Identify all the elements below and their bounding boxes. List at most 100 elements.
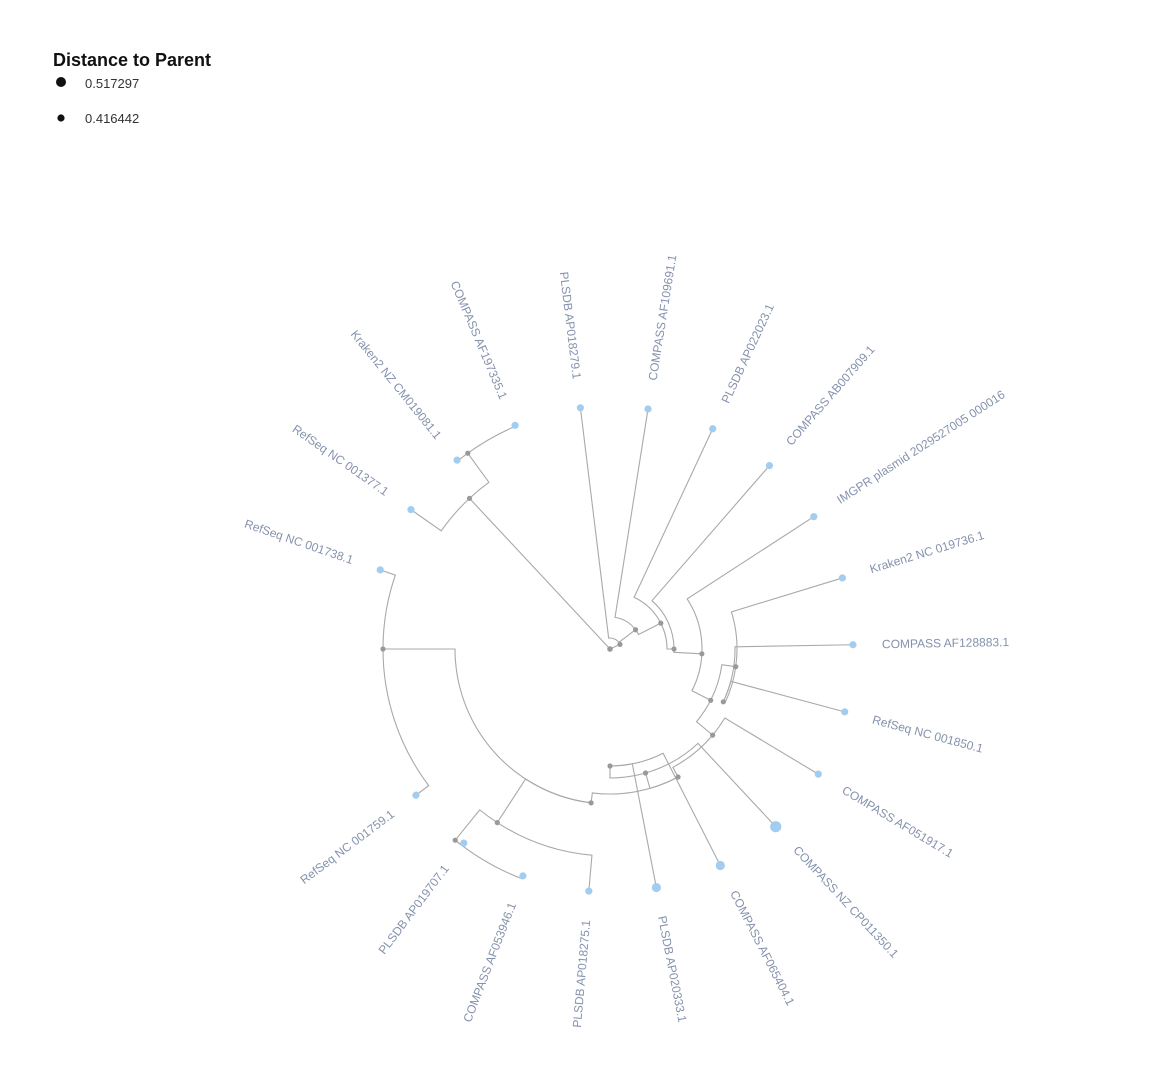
branch-nI-nH <box>672 734 714 778</box>
leaf-label: Kraken2 NC 019736.1 <box>868 528 986 576</box>
leaf-node[interactable] <box>585 887 593 895</box>
internal-node-nD <box>671 646 677 652</box>
leaf-label: PLSDB AP022023.1 <box>719 301 778 405</box>
tree-internal-nodes <box>380 450 739 843</box>
branch-nR-L20 <box>382 648 430 796</box>
leaf-label: PLSDB AP018275.1 <box>570 919 593 1028</box>
branch-nN-L16 <box>609 763 657 888</box>
branch-nE-L09 <box>686 516 815 654</box>
branch-nK-L10 <box>730 577 843 667</box>
internal-node-nE <box>699 651 705 657</box>
branch-nR-L01 <box>380 569 397 650</box>
internal-node-nL <box>588 800 594 806</box>
branch-nQ-L04 <box>467 425 517 454</box>
internal-node-nP <box>452 837 458 843</box>
internal-node-nQ <box>465 450 471 456</box>
internal-node-nF <box>708 697 714 703</box>
internal-node-nK <box>733 664 739 670</box>
internal-node-nB <box>632 627 639 633</box>
leaf-node[interactable] <box>376 566 384 574</box>
leaf-label: COMPASS AB007909.1 <box>783 342 878 448</box>
internal-node-nA <box>617 641 623 647</box>
leaf-node[interactable] <box>838 574 846 582</box>
leaf-label: PLSDB AP019707.1 <box>376 862 452 957</box>
branch-nH-nL <box>590 776 679 803</box>
leaf-label: COMPASS AF065404.1 <box>727 888 797 1008</box>
leaf-node[interactable] <box>849 641 857 649</box>
tree-leaves <box>376 404 857 895</box>
leaf-node[interactable] <box>407 506 415 514</box>
leaf-label: RefSeq NC 001850.1 <box>871 713 985 756</box>
branch-nD-nE <box>673 648 702 655</box>
branch-nD-L08 <box>651 465 770 650</box>
leaf-label: COMPASS AF051917.1 <box>840 783 957 861</box>
branch-nL-nR <box>383 648 592 804</box>
branch-nF-nI <box>695 700 714 736</box>
legend-dot-large <box>56 77 66 87</box>
legend-title: Distance to Parent <box>53 50 211 70</box>
branch-nB-nC <box>635 622 662 636</box>
branch-nG-L02 <box>410 497 470 532</box>
leaf-node[interactable] <box>519 872 527 880</box>
internal-node-nM <box>642 770 649 776</box>
legend-value-large: 0.517297 <box>85 76 139 91</box>
leaf-node[interactable] <box>810 513 818 521</box>
branch-nG-nQ <box>467 452 490 499</box>
internal-node-nG <box>466 495 473 501</box>
leaf-label: PLSDB AP018279.1 <box>557 271 584 380</box>
leaf-node[interactable] <box>709 425 717 433</box>
leaf-label: Kraken2 NZ CM019081.1 <box>348 327 445 442</box>
leaf-node[interactable] <box>576 404 584 412</box>
leaf-node[interactable] <box>814 770 822 778</box>
leaf-node[interactable] <box>715 860 725 871</box>
leaf-label: PLSDB AP020333.1 <box>655 915 689 1024</box>
leaf-node[interactable] <box>412 791 420 799</box>
branch-nI-L13 <box>712 717 819 775</box>
leaf-label: IMGPR plasmid 2029527005 000016 <box>834 387 1008 506</box>
branch-nN-L15 <box>609 752 721 866</box>
leaf-node[interactable] <box>511 421 519 429</box>
tree-edges <box>380 407 853 892</box>
internal-node-nH <box>675 774 681 780</box>
leaf-node[interactable] <box>453 456 461 464</box>
leaf-node[interactable] <box>765 462 774 470</box>
branch-nB-L06 <box>614 408 649 631</box>
leaf-label: RefSeq NC 001738.1 <box>243 517 356 567</box>
branch-nO-nP <box>454 809 498 841</box>
internal-node-nR <box>380 646 386 652</box>
leaf-node[interactable] <box>651 882 661 893</box>
leaf-node[interactable] <box>770 821 782 833</box>
internal-node-nC <box>658 620 664 626</box>
branch-nC-nD <box>660 622 674 650</box>
leaf-node[interactable] <box>644 405 652 413</box>
legend-dot-small <box>57 114 65 122</box>
branch-nM-nN <box>609 766 646 779</box>
leaf-label: COMPASS AF128883.1 <box>882 635 1010 651</box>
leaf-node[interactable] <box>841 708 849 716</box>
branch-nH-nM <box>645 772 679 790</box>
internal-node-nN <box>607 763 613 769</box>
internal-node-nJ <box>720 699 726 705</box>
branch-root-nG <box>469 497 611 650</box>
branch-nJ-L12 <box>722 680 845 713</box>
legend: Distance to Parent 0.517297 0.416442 <box>53 50 211 126</box>
leaf-label: RefSeq NC 001759.1 <box>297 807 397 887</box>
leaf-label: COMPASS AF197335.1 <box>448 279 511 402</box>
branch-nM-L14 <box>645 742 777 828</box>
internal-node-root <box>607 646 613 652</box>
branch-nA-L05 <box>579 407 621 645</box>
internal-node-nI <box>710 732 716 738</box>
leaf-label: COMPASS AF053946.1 <box>460 900 519 1024</box>
branch-nO-L17 <box>496 822 593 892</box>
legend-value-small: 0.416442 <box>85 111 139 126</box>
leaf-label: COMPASS NZ CP011350.1 <box>790 843 901 961</box>
branch-nJ-L11 <box>722 644 853 703</box>
internal-node-nO <box>494 820 500 826</box>
branch-nC-L07 <box>633 428 714 624</box>
leaf-node[interactable] <box>460 839 468 847</box>
leaf-label: RefSeq NC 001377.1 <box>290 422 392 499</box>
branch-nE-nF <box>691 653 711 701</box>
leaf-label: COMPASS AF109691.1 <box>646 253 680 381</box>
